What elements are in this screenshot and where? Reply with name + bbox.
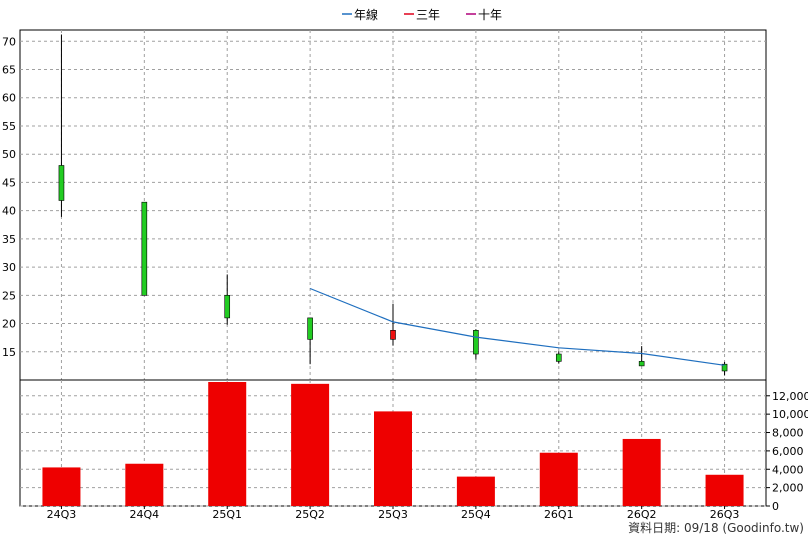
legend-label-0: 年線 xyxy=(354,7,378,22)
volume-bar xyxy=(291,383,330,506)
footer-note: 資料日期: 09/18 (Goodinfo.tw) xyxy=(628,521,804,535)
volume-tick-label: 6,000 xyxy=(772,445,804,458)
volume-bar xyxy=(456,476,495,506)
volume-bar xyxy=(125,463,164,506)
volume-tick-label: 4,000 xyxy=(772,463,804,476)
volume-bars xyxy=(42,382,744,506)
volume-tick-label: 2,000 xyxy=(772,482,804,495)
candle-body xyxy=(141,201,148,296)
price-tick-label: 60 xyxy=(2,92,16,105)
price-tick-label: 35 xyxy=(2,233,16,246)
x-tick-label: 26Q1 xyxy=(544,508,574,521)
candle-body xyxy=(638,361,645,367)
candle-body xyxy=(390,330,396,340)
price-tick-label: 70 xyxy=(2,35,16,48)
price-tick-label: 65 xyxy=(2,64,16,77)
price-tick-label: 50 xyxy=(2,148,16,161)
legend-label-2: 十年 xyxy=(478,8,502,22)
x-tick-label: 24Q3 xyxy=(47,508,77,521)
volume-bar xyxy=(705,474,744,506)
x-tick-label: 25Q2 xyxy=(295,508,325,521)
price-tick-label: 25 xyxy=(2,289,16,302)
candle-body xyxy=(721,363,728,372)
x-tick-label: 25Q1 xyxy=(212,508,242,521)
price-tick-label: 30 xyxy=(2,261,16,274)
price-tick-label: 55 xyxy=(2,120,16,133)
candle-body xyxy=(473,330,479,355)
x-tick-label: 25Q3 xyxy=(378,508,408,521)
candle-body xyxy=(224,295,231,319)
price-tick-label: 45 xyxy=(2,176,16,189)
price-tick-label: 40 xyxy=(2,205,16,218)
candle-body xyxy=(307,317,313,340)
volume-tick-label: 10,000 xyxy=(772,408,808,421)
annual-line xyxy=(309,287,725,366)
volume-tick-label: 8,000 xyxy=(772,427,804,440)
legend-label-1: 三年 xyxy=(416,8,440,22)
volume-tick-label: 12,000 xyxy=(772,390,808,403)
volume-tick-label: 0 xyxy=(772,500,779,513)
volume-bar xyxy=(42,467,81,506)
x-axis: 24Q3 24Q4 25Q1 25Q2 25Q3 25Q4 26Q1 26Q2 26Q3 xyxy=(47,506,740,521)
x-tick-label: 24Q4 xyxy=(130,508,160,521)
candle-body xyxy=(555,353,562,362)
x-tick-label: 25Q4 xyxy=(461,508,491,521)
price-axis: 15 20 25 30 35 40 45 50 55 60 65 70 xyxy=(2,35,16,358)
volume-axis: 0 2,000 4,000 6,000 8,000 10,000 12,000 xyxy=(766,390,808,513)
x-tick-label: 26Q3 xyxy=(710,508,740,521)
candlestick-series xyxy=(58,34,728,376)
volume-bar xyxy=(208,382,247,506)
candle-body xyxy=(58,165,65,201)
price-grid xyxy=(20,30,766,380)
legend: 年線 三年 十年 xyxy=(342,7,502,22)
volume-bar xyxy=(374,411,412,506)
volume-bar xyxy=(622,438,661,506)
annual-line-series xyxy=(309,287,725,366)
price-tick-label: 15 xyxy=(2,346,16,359)
price-tick-label: 20 xyxy=(2,318,16,331)
x-tick-label: 26Q2 xyxy=(627,508,657,521)
volume-bar xyxy=(539,452,578,506)
